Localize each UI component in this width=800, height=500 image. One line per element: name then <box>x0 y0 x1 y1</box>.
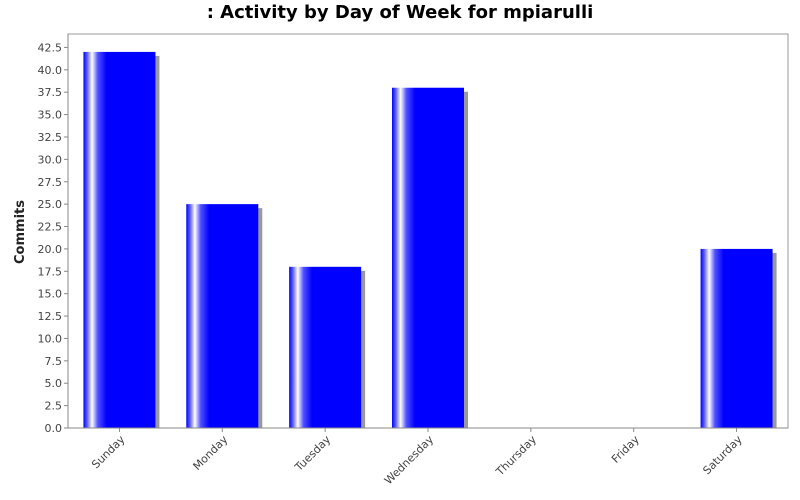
y-axis-label: Commits <box>13 200 28 264</box>
chart-title: : Activity by Day of Week for mpiarulli <box>206 2 594 23</box>
y-tick-label: 25.0 <box>38 198 63 211</box>
bar-sunday <box>83 51 156 429</box>
x-tick-label-thursday: Thursday <box>493 433 539 479</box>
bar-wednesday <box>392 87 464 429</box>
x-tick-label-saturday: Saturday <box>700 433 745 478</box>
x-tick-label-friday: Friday <box>609 433 642 466</box>
y-tick-label: 17.5 <box>38 265 63 278</box>
x-tick-label-tuesday: Tuesday <box>292 433 334 475</box>
x-tick-label-monday: Monday <box>190 433 230 473</box>
y-tick-label: 10.0 <box>38 332 63 345</box>
y-tick-label: 37.5 <box>38 86 63 99</box>
y-tick-label: 22.5 <box>38 221 63 234</box>
y-tick-label: 15.0 <box>38 288 63 301</box>
y-tick-label: 7.5 <box>45 355 63 368</box>
y-tick-label: 42.5 <box>38 41 63 54</box>
x-tick-label-wednesday: Wednesday <box>382 433 437 488</box>
y-tick-label: 12.5 <box>38 310 63 323</box>
y-tick-label: 20.0 <box>38 243 63 256</box>
y-tick-label: 0.0 <box>45 422 63 435</box>
y-tick-label: 40.0 <box>38 64 63 77</box>
x-tick-label-sunday: Sunday <box>89 433 128 472</box>
y-tick-label: 30.0 <box>38 153 63 166</box>
y-tick-label: 27.5 <box>38 176 63 189</box>
y-tick-label: 2.5 <box>45 400 63 413</box>
y-tick-label: 32.5 <box>38 131 63 144</box>
bar-saturday <box>700 248 773 428</box>
y-tick-label: 5.0 <box>45 377 63 390</box>
y-tick-label: 35.0 <box>38 109 63 122</box>
bar-tuesday <box>289 266 362 428</box>
bar-monday <box>186 204 259 428</box>
